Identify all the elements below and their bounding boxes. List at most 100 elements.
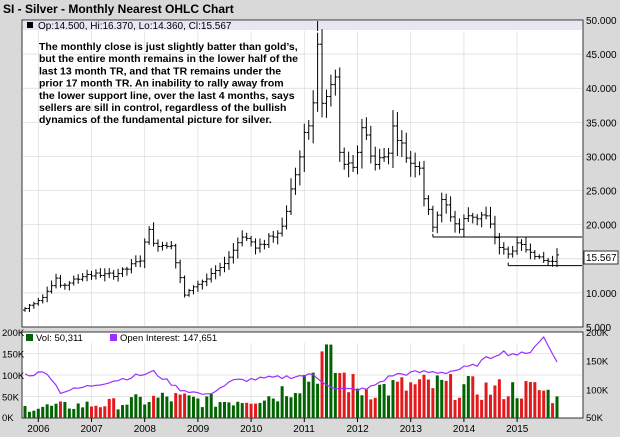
volume-bar <box>364 389 368 418</box>
volume-bar <box>27 411 31 418</box>
volume-bar <box>515 398 519 418</box>
volume-legend-swatch <box>26 334 33 341</box>
volume-bar <box>45 404 49 418</box>
volume-bar <box>169 401 173 418</box>
volume-bar <box>94 405 98 418</box>
volume-bar <box>200 407 204 418</box>
volume-bar <box>520 398 524 418</box>
volume-bar <box>400 377 404 418</box>
volume-bar <box>227 402 231 418</box>
oi-legend-swatch <box>110 334 117 341</box>
volume-bar <box>116 409 120 418</box>
volume-bar <box>165 396 169 418</box>
x-tick-label: 2008 <box>134 424 157 435</box>
volume-bar <box>466 376 470 418</box>
annotation-line: but the entire month remains in the lowe… <box>39 53 298 65</box>
price-axis: 50.000 45.000 40.000 35.000 30.000 25.000 20.0… <box>586 16 617 334</box>
volume-bar <box>67 408 71 418</box>
volume-bar <box>41 406 45 418</box>
volume-bar <box>431 388 435 418</box>
annotation-line: last 13 month TR, and that TR remains un… <box>39 65 281 77</box>
x-tick-label: 2014 <box>453 424 476 435</box>
volume-bar <box>555 396 559 418</box>
volume-bar <box>32 410 36 418</box>
x-tick-label: 2012 <box>347 424 370 435</box>
annotation-line: sellers are sill in control, regardless … <box>39 102 286 114</box>
open-interest-line <box>24 335 558 395</box>
price-tick-label: 45.000 <box>586 50 617 61</box>
volume-legend: Vol: 50,311 <box>36 333 83 344</box>
volume-bar <box>236 401 240 418</box>
annotation-line: the lower support line, over the last 4 … <box>39 90 295 102</box>
volume-bar <box>240 403 244 418</box>
volume-bar <box>285 396 289 418</box>
volume-bar <box>457 397 461 418</box>
volume-bar <box>533 382 537 418</box>
volume-bar <box>85 401 89 418</box>
oi-tick-label: 50K <box>586 413 604 424</box>
volume-bar <box>307 381 311 418</box>
price-bars <box>23 21 559 313</box>
volume-bar <box>475 394 479 418</box>
x-axis: 2006 2007 2008 2009 2010 2011 2012 2013 2014 2015 <box>27 418 529 435</box>
volume-bar <box>147 402 151 418</box>
volume-bar <box>316 383 320 418</box>
annotation-line: The monthly close is just slightly batte… <box>39 41 298 53</box>
volume-bar <box>231 405 235 418</box>
last-price-tag <box>583 250 619 265</box>
price-tick-label: 35.000 <box>586 118 617 129</box>
volume-bar <box>497 379 501 418</box>
annotation-line: dynamics of the fundamental picture for … <box>39 114 272 126</box>
volume-bar <box>493 385 497 418</box>
volume-bar <box>471 376 475 418</box>
ohlc-readout-bar <box>23 21 582 30</box>
volume-bar <box>121 405 125 418</box>
last-price-label: 15.567 <box>586 253 617 264</box>
volume-bar <box>90 406 93 418</box>
volume-bar <box>58 401 62 418</box>
volume-bar <box>551 403 555 418</box>
x-tick-label: 2009 <box>187 424 210 435</box>
volume-bar <box>320 351 324 418</box>
volume-bar <box>129 397 133 418</box>
volume-bar <box>36 408 40 418</box>
volume-bar <box>298 393 302 418</box>
volume-bars <box>23 344 559 418</box>
volume-bar <box>187 395 191 418</box>
volume-bar <box>178 394 182 418</box>
volume-bar <box>258 402 262 418</box>
ohlc-readout: Op:14.500, Hi:16.370, Lo:14.360, Cl:15.5… <box>38 21 232 32</box>
price-tick-label: 25.000 <box>586 187 617 198</box>
support-resistance-lines <box>432 233 582 267</box>
volume-bar <box>125 404 129 418</box>
volume-bar <box>422 374 426 418</box>
volume-bar <box>209 393 213 418</box>
volume-bar <box>223 401 226 418</box>
volume-tick-label: 0K <box>2 413 14 424</box>
volume-bar <box>143 404 147 418</box>
volume-bar <box>156 397 160 418</box>
volume-bar <box>262 400 266 418</box>
volume-bar <box>351 374 355 418</box>
oi-tick-label: 200K <box>586 328 609 339</box>
volume-bar <box>276 401 280 418</box>
volume-bar <box>542 390 546 418</box>
volume-bar <box>160 392 164 418</box>
volume-bar <box>382 384 386 418</box>
volume-bar <box>245 402 249 418</box>
volume-bar <box>254 403 258 418</box>
volume-bar <box>347 392 351 418</box>
volume-bar <box>484 382 488 418</box>
volume-bar <box>338 373 342 418</box>
volume-bar <box>214 406 218 418</box>
volume-bar <box>324 344 328 418</box>
volume-bar <box>134 394 138 418</box>
chart-title: SI - Silver - Monthly Nearest OHLC Chart <box>3 2 234 16</box>
volume-bar <box>524 381 528 418</box>
volume-bar <box>409 382 413 418</box>
x-tick-label: 2013 <box>400 424 423 435</box>
volume-bar <box>373 397 377 418</box>
volume-bar <box>249 403 253 418</box>
volume-bar <box>546 389 550 418</box>
volume-bar <box>98 407 102 418</box>
